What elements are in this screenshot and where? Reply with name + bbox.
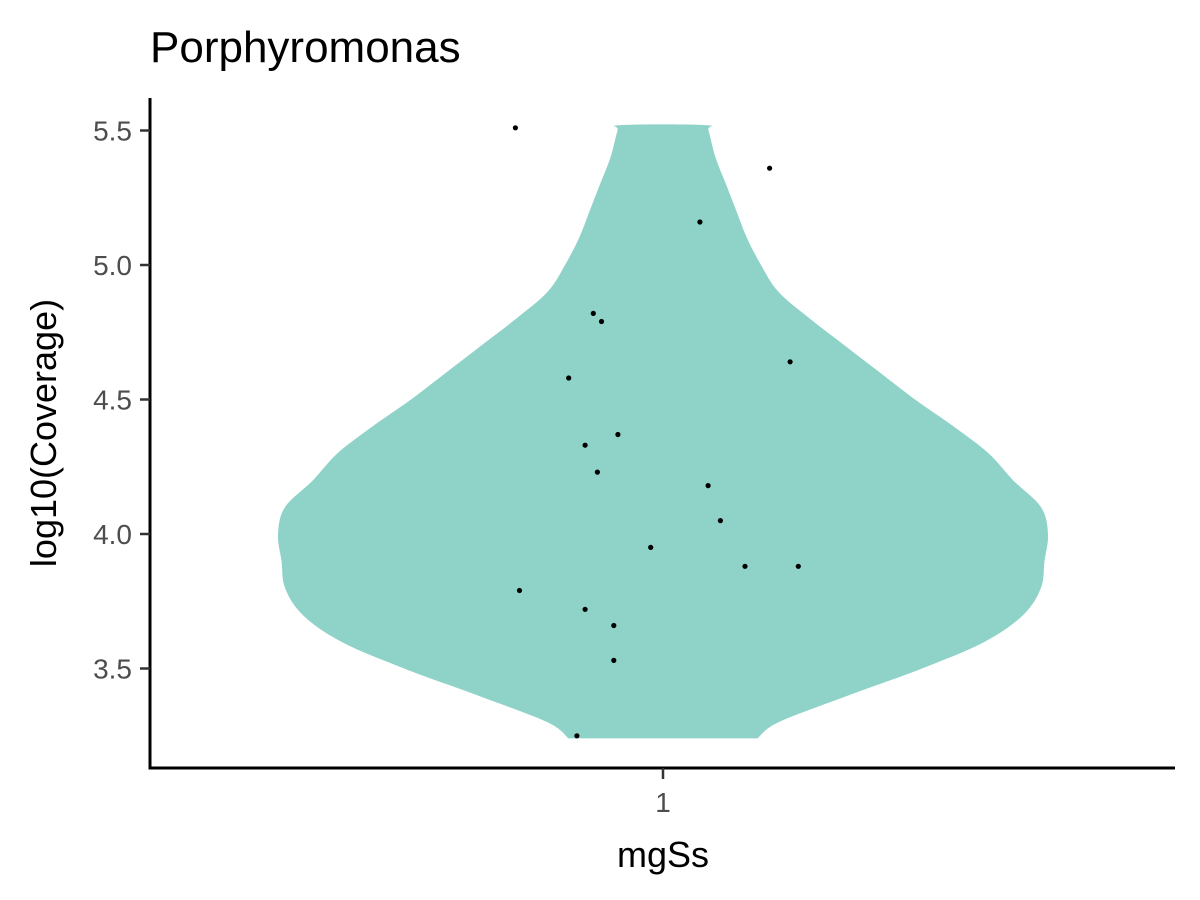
y-tick-label: 4.0 <box>93 519 132 550</box>
data-point <box>566 375 572 381</box>
y-axis-ticks: 3.5 4.0 4.5 5.0 5.5 <box>93 116 150 685</box>
data-point <box>697 219 703 225</box>
data-point <box>717 518 724 524</box>
data-point <box>742 563 748 569</box>
data-point <box>574 733 580 739</box>
data-point <box>611 622 617 629</box>
data-points <box>512 125 801 739</box>
x-axis-ticks: 1 <box>655 768 671 818</box>
y-tick-label: 4.5 <box>93 385 132 416</box>
y-tick-label: 5.0 <box>93 250 132 281</box>
data-point <box>611 657 617 664</box>
data-point <box>590 310 596 316</box>
data-point <box>598 318 605 325</box>
data-point <box>767 165 773 171</box>
x-tick-label: 1 <box>655 787 671 818</box>
data-point <box>705 483 711 489</box>
data-point <box>582 606 588 612</box>
data-point <box>615 431 621 438</box>
violin-shape <box>277 124 1049 739</box>
data-point <box>787 359 793 365</box>
data-point <box>582 442 588 448</box>
x-axis-title: mgSs <box>617 834 709 875</box>
data-point <box>516 587 523 594</box>
chart-title: Porphyromonas <box>150 23 461 72</box>
data-point <box>795 563 801 569</box>
data-point <box>512 125 519 131</box>
y-tick-label: 5.5 <box>93 116 132 147</box>
y-tick-label: 3.5 <box>93 654 132 685</box>
y-axis-title: log10(Coverage) <box>23 299 64 567</box>
data-point <box>594 469 601 475</box>
data-point <box>648 544 654 551</box>
